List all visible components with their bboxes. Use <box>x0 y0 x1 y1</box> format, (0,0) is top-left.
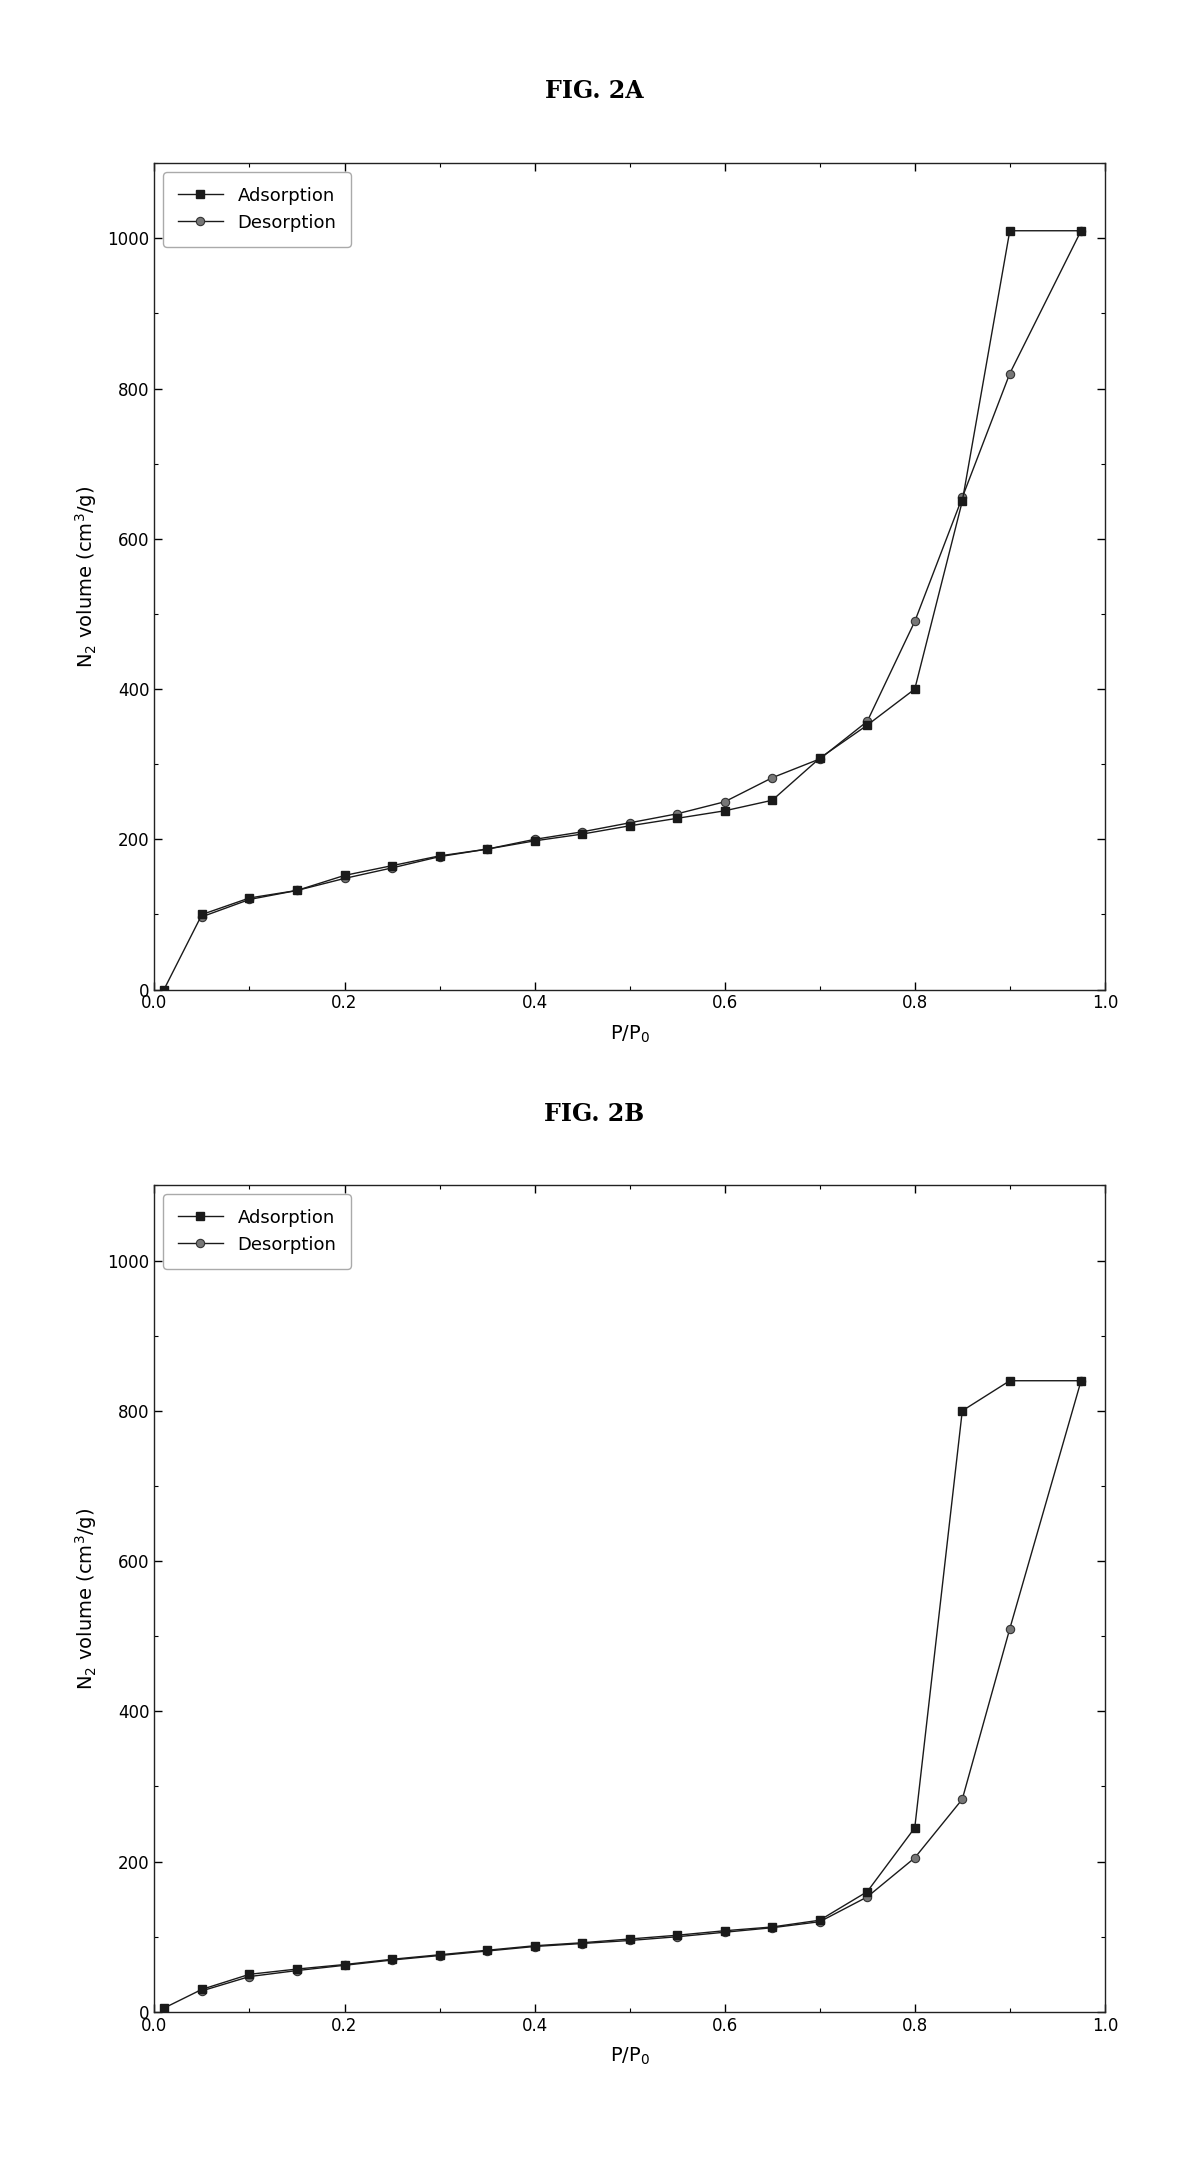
Adsorption <box>157 977 171 1003</box>
Desorption <box>955 485 969 511</box>
Desorption <box>195 903 209 929</box>
Desorption <box>908 1844 922 1870</box>
X-axis label: P/P$_0$: P/P$_0$ <box>609 2047 650 2066</box>
Desorption <box>670 1923 684 1949</box>
Desorption <box>432 844 447 870</box>
Line: Adsorption: Adsorption <box>159 1377 1086 2012</box>
Adsorption <box>1074 1368 1088 1394</box>
Desorption <box>575 818 589 844</box>
Adsorption <box>195 1977 209 2003</box>
Desorption <box>385 855 399 881</box>
Desorption <box>290 877 304 903</box>
Adsorption <box>1074 218 1088 244</box>
Desorption <box>242 887 257 914</box>
Adsorption <box>623 813 637 840</box>
Desorption <box>860 709 874 735</box>
Desorption <box>575 1931 589 1958</box>
Adsorption <box>290 1955 304 1981</box>
Desorption <box>718 1918 732 1944</box>
Line: Desorption: Desorption <box>197 1377 1086 1994</box>
Desorption <box>195 1977 209 2003</box>
Adsorption <box>157 1994 171 2021</box>
Adsorption <box>337 1951 352 1977</box>
Desorption <box>860 1884 874 1910</box>
Adsorption <box>860 711 874 737</box>
Legend: Adsorption, Desorption: Adsorption, Desorption <box>164 1194 350 1268</box>
Adsorption <box>480 835 494 861</box>
Desorption <box>765 766 779 792</box>
Desorption <box>813 746 827 772</box>
Desorption <box>623 1927 637 1953</box>
Desorption <box>718 790 732 816</box>
Adsorption <box>908 676 922 703</box>
Adsorption <box>575 820 589 846</box>
Y-axis label: N$_2$ volume (cm$^3$/g): N$_2$ volume (cm$^3$/g) <box>74 485 99 668</box>
Desorption <box>527 826 542 853</box>
Adsorption <box>337 861 352 887</box>
Adsorption <box>385 1947 399 1973</box>
Desorption <box>1074 1368 1088 1394</box>
Adsorption <box>670 805 684 831</box>
X-axis label: P/P$_0$: P/P$_0$ <box>609 1024 650 1044</box>
Adsorption <box>527 1934 542 1960</box>
Adsorption <box>765 1914 779 1940</box>
Desorption <box>1074 218 1088 244</box>
Adsorption <box>718 1918 732 1944</box>
Adsorption <box>955 1399 969 1425</box>
Desorption <box>813 1910 827 1936</box>
Desorption <box>385 1947 399 1973</box>
Desorption <box>623 809 637 835</box>
Adsorption <box>623 1925 637 1951</box>
Adsorption <box>718 798 732 824</box>
Desorption <box>1003 1616 1017 1642</box>
Adsorption <box>290 877 304 903</box>
Desorption <box>290 1958 304 1984</box>
Adsorption <box>670 1923 684 1949</box>
Line: Desorption: Desorption <box>197 226 1086 920</box>
Adsorption <box>860 1879 874 1905</box>
Adsorption <box>955 487 969 513</box>
Adsorption <box>908 1814 922 1840</box>
Adsorption <box>385 853 399 879</box>
Desorption <box>527 1934 542 1960</box>
Adsorption <box>195 900 209 927</box>
Text: FIG. 2A: FIG. 2A <box>544 78 644 104</box>
Desorption <box>670 800 684 826</box>
Adsorption <box>527 829 542 855</box>
Desorption <box>480 1938 494 1964</box>
Desorption <box>908 609 922 635</box>
Adsorption <box>242 1962 257 1988</box>
Desorption <box>765 1914 779 1940</box>
Adsorption <box>1003 1368 1017 1394</box>
Text: FIG. 2B: FIG. 2B <box>544 1101 644 1127</box>
Adsorption <box>765 787 779 813</box>
Adsorption <box>575 1929 589 1955</box>
Desorption <box>955 1786 969 1812</box>
Line: Adsorption: Adsorption <box>159 226 1086 994</box>
Desorption <box>1003 361 1017 387</box>
Desorption <box>432 1942 447 1968</box>
Adsorption <box>1003 218 1017 244</box>
Adsorption <box>432 1942 447 1968</box>
Desorption <box>242 1964 257 1990</box>
Legend: Adsorption, Desorption: Adsorption, Desorption <box>164 172 350 246</box>
Adsorption <box>813 746 827 772</box>
Adsorption <box>480 1938 494 1964</box>
Y-axis label: N$_2$ volume (cm$^3$/g): N$_2$ volume (cm$^3$/g) <box>74 1507 99 1690</box>
Adsorption <box>242 885 257 911</box>
Desorption <box>337 1953 352 1979</box>
Adsorption <box>813 1907 827 1934</box>
Desorption <box>337 866 352 892</box>
Desorption <box>480 835 494 861</box>
Adsorption <box>432 844 447 870</box>
